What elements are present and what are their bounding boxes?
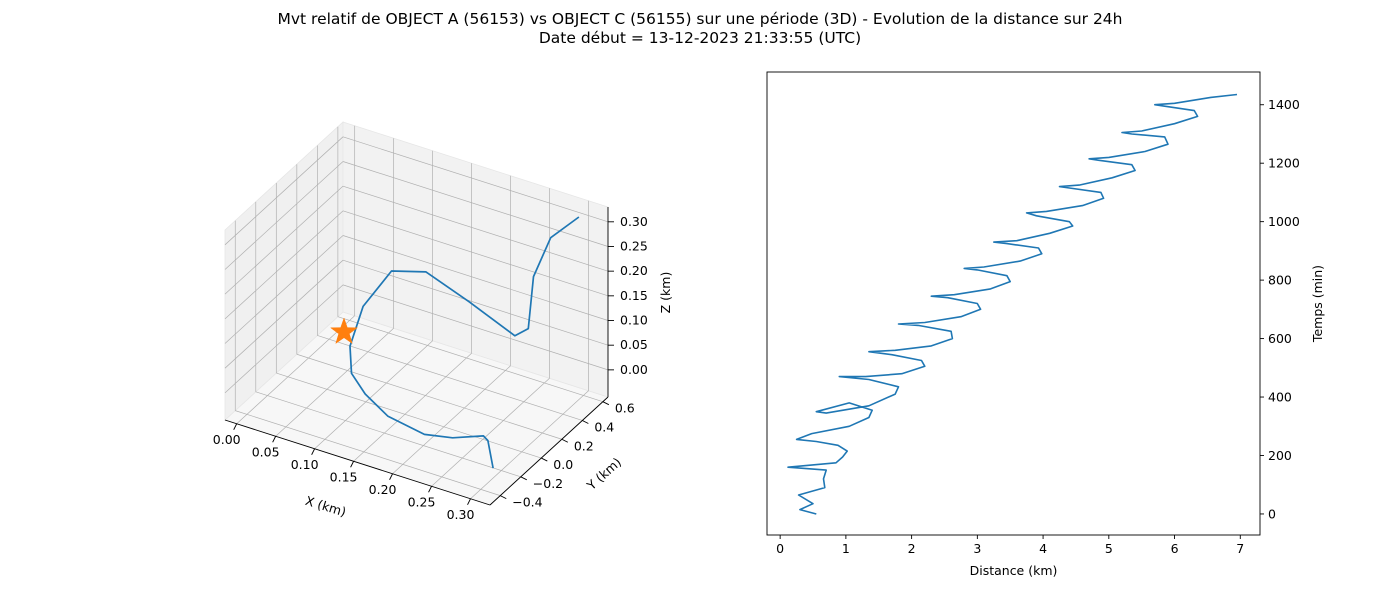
z-tick-label: 0.30 — [620, 214, 648, 229]
z-axis-label: Z (km) — [658, 272, 673, 314]
grid-line — [224, 161, 344, 270]
chart-title-line2: Date début = 13-12-2023 21:33:55 (UTC) — [538, 29, 862, 47]
grid-line — [224, 284, 344, 394]
y-tick-label: 0.2 — [574, 438, 594, 453]
x-tick-label: 0.00 — [213, 432, 241, 447]
x-tick — [428, 486, 432, 493]
grid-line — [224, 210, 344, 320]
y-tick-label: 1400 — [1268, 97, 1300, 112]
y-tick — [561, 438, 569, 443]
x-tick-label: 0.05 — [252, 444, 280, 459]
x-tick-label: 6 — [1171, 541, 1179, 556]
grid-line — [353, 352, 472, 462]
chart-title-line1: Mvt relatif de OBJECT A (56153) vs OBJEC… — [277, 10, 1123, 28]
y-tick-label: 0.4 — [594, 419, 614, 434]
x-tick-label: 4 — [1039, 541, 1047, 556]
x-tick-label: 0.30 — [447, 507, 475, 522]
x-tick-label: 0.15 — [330, 469, 358, 484]
x-tick — [272, 436, 277, 443]
x-tick — [389, 473, 393, 480]
y-tick — [582, 420, 589, 424]
x-tick-label: 0.25 — [408, 494, 436, 509]
y-tick-label: 600 — [1268, 331, 1292, 346]
plot-frame — [766, 71, 1261, 536]
grid-line — [224, 185, 344, 295]
y-tick-label: 0.6 — [615, 401, 635, 416]
x-tick-label: 7 — [1236, 541, 1244, 556]
grid-line — [342, 235, 609, 321]
distance-line — [787, 93, 1238, 515]
x-tick-label: 3 — [973, 541, 981, 556]
x-tick — [233, 423, 238, 430]
y-tick-label: −0.2 — [533, 476, 563, 491]
x-tick-label: 0.20 — [369, 482, 397, 497]
grid-line — [342, 210, 609, 297]
z-tick-label: 0.20 — [620, 263, 648, 278]
z-tick-label: 0.05 — [620, 337, 648, 352]
y-tick-label: 1200 — [1268, 156, 1300, 171]
grid-line — [235, 410, 501, 496]
x-tick — [467, 498, 471, 505]
y-tick-label: 800 — [1268, 273, 1292, 288]
grid-line — [342, 185, 609, 272]
grid-line — [431, 377, 550, 487]
x-tick-label: 5 — [1105, 541, 1113, 556]
y-tick-label: 1000 — [1268, 214, 1300, 229]
y-tick-label: 0.0 — [553, 457, 573, 472]
y-tick — [602, 401, 610, 406]
y-tick — [541, 457, 548, 462]
grid-line — [314, 340, 433, 450]
x-tick — [311, 448, 316, 455]
grid-line — [392, 365, 511, 475]
trajectory-line — [349, 216, 580, 469]
y-tick-label: −0.4 — [512, 495, 542, 510]
grid-line — [337, 316, 603, 403]
z-tick-label: 0.15 — [620, 288, 648, 303]
grid-line — [276, 372, 542, 459]
y-tick-label: 400 — [1268, 390, 1292, 405]
y-axis-label: Temps (min) — [1310, 265, 1325, 343]
y-tick-label: 200 — [1268, 448, 1292, 463]
grid-line — [342, 161, 609, 247]
grid-line — [224, 136, 344, 246]
x-tick — [350, 461, 355, 468]
chart-3d-trajectory: 0.000.050.100.150.200.250.30−0.4−0.20.00… — [213, 121, 673, 522]
x-tick-label: 0 — [776, 541, 784, 556]
grid-line — [275, 327, 394, 437]
x-tick-label: 0.10 — [291, 457, 319, 472]
grid-line — [224, 235, 344, 344]
grid-line — [317, 335, 583, 421]
grid-line — [342, 284, 609, 371]
x-tick-label: 2 — [908, 541, 916, 556]
z-tick-label: 0.25 — [620, 238, 648, 253]
x-axis-line — [224, 419, 491, 506]
z-tick-label: 0.10 — [620, 313, 648, 328]
grid-line — [296, 353, 562, 440]
y-tick — [520, 476, 527, 481]
y-tick — [500, 495, 507, 500]
grid-line — [470, 390, 589, 500]
x-tick-label: 1 — [842, 541, 850, 556]
grid-line — [255, 391, 521, 478]
grid-line — [224, 259, 344, 369]
y-axis-line — [489, 396, 609, 506]
grid-line — [342, 259, 609, 346]
grid-line — [342, 136, 609, 223]
x-axis-label: Distance (km) — [970, 563, 1058, 578]
y-tick-label: 0 — [1268, 506, 1276, 521]
z-tick-label: 0.00 — [620, 362, 648, 377]
star-marker — [329, 317, 359, 345]
grid-line — [236, 315, 355, 425]
